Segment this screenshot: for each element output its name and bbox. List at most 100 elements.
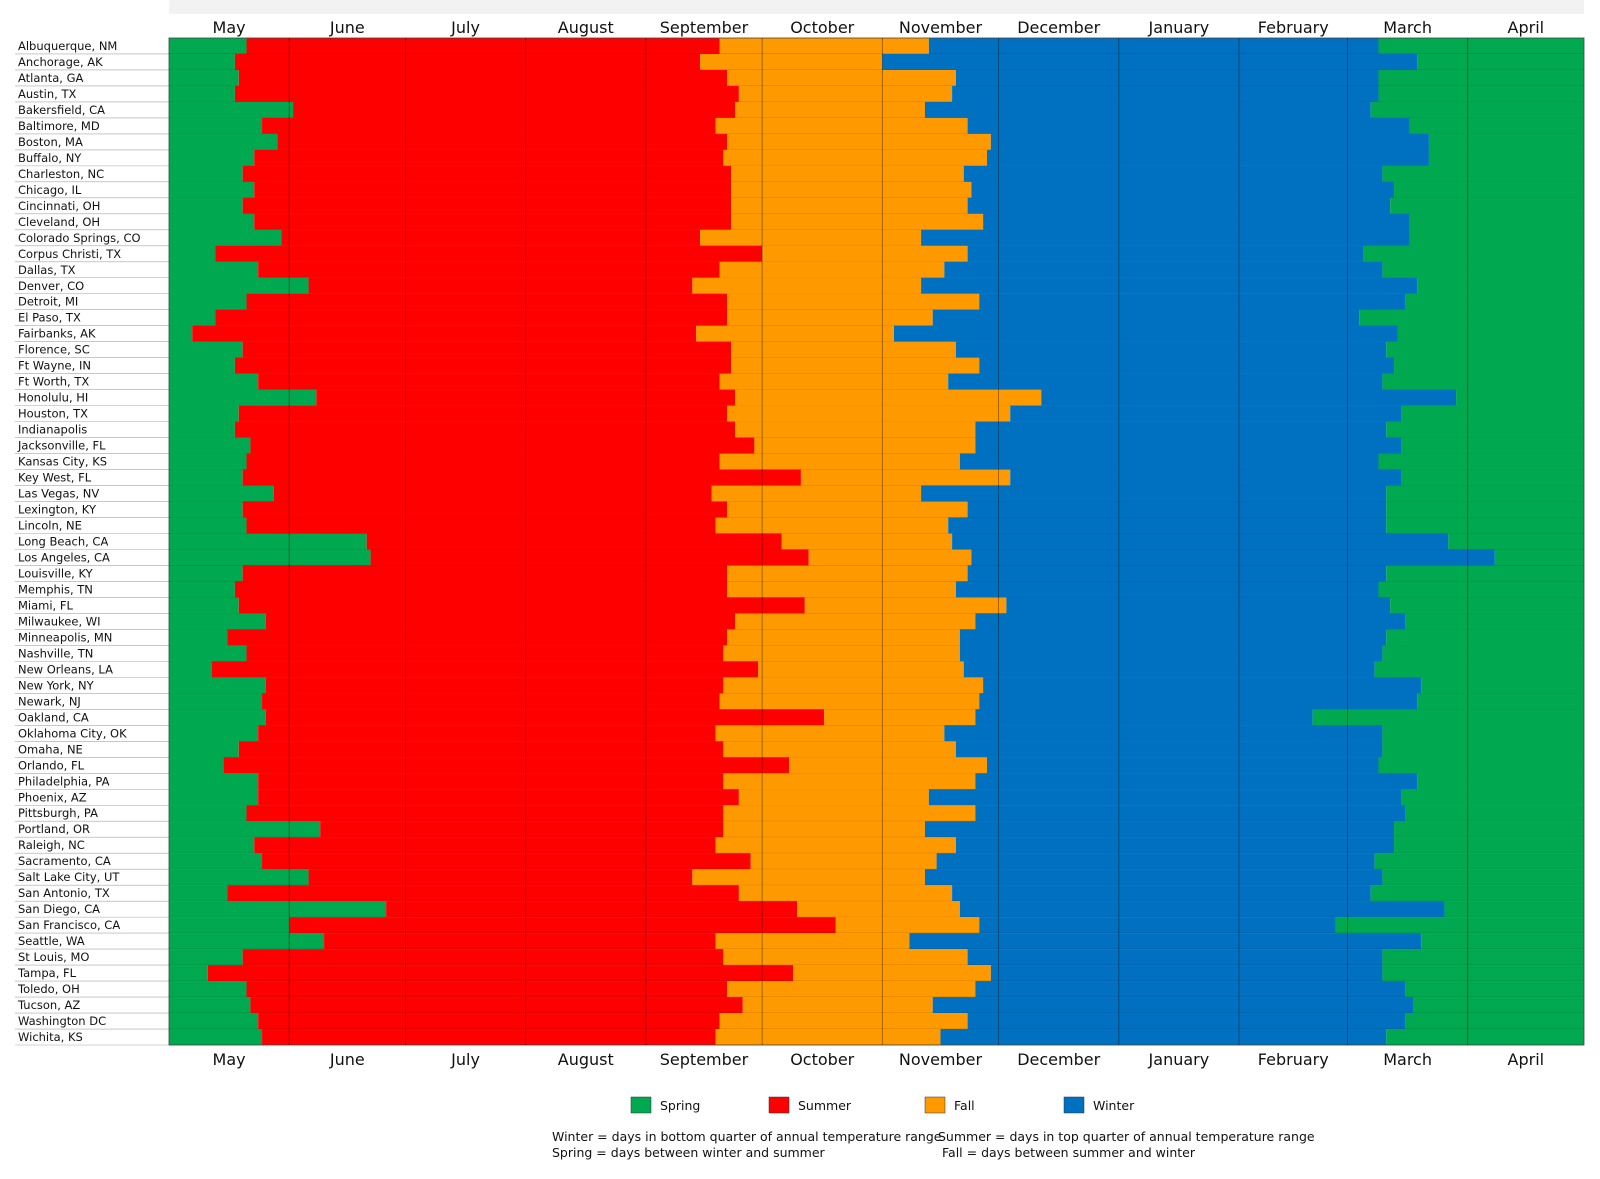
city-label: San Francisco, CA xyxy=(18,918,120,932)
summer-bar xyxy=(258,725,716,742)
city-label: Lexington, KY xyxy=(18,503,97,517)
month-label: February xyxy=(1258,1050,1329,1069)
winter-bar xyxy=(928,38,1379,54)
month-label: September xyxy=(660,1050,749,1069)
spring-bar xyxy=(1382,373,1584,390)
city-row xyxy=(15,197,1584,215)
spring-bar xyxy=(169,949,243,966)
summer-bar xyxy=(308,869,693,886)
legend-swatch xyxy=(1063,1096,1085,1114)
spring-bar xyxy=(1335,917,1584,934)
month-label: April xyxy=(1508,18,1545,37)
fall-bar xyxy=(731,197,968,214)
spring-bar xyxy=(169,53,235,70)
winter-bar xyxy=(909,933,1422,950)
month-label: March xyxy=(1383,1050,1432,1069)
city-label: Cleveland, OH xyxy=(18,215,100,229)
city-row xyxy=(15,533,1584,550)
summer-bar xyxy=(223,757,790,774)
spring-bar xyxy=(169,485,274,502)
fall-bar xyxy=(824,709,976,726)
spring-bar xyxy=(169,133,278,150)
city-row xyxy=(15,693,1584,710)
city-row xyxy=(15,245,1584,263)
fall-bar xyxy=(804,597,1007,614)
city-label: Washington DC xyxy=(18,1014,106,1028)
summer-bar xyxy=(234,581,728,598)
city-label: Tampa, FL xyxy=(17,966,77,980)
month-labels-bottom: May June July August September October Novembe… xyxy=(213,1050,1545,1069)
summer-bar xyxy=(246,293,728,310)
city-label: Denver, CO xyxy=(18,279,84,293)
spring-bar xyxy=(1382,725,1584,742)
spring-bar xyxy=(1394,837,1584,854)
spring-bar xyxy=(1394,357,1584,374)
month-label: January xyxy=(1148,18,1210,37)
bars-layer xyxy=(15,37,1585,1046)
city-label: Detroit, MI xyxy=(18,295,78,309)
summer-bar xyxy=(254,181,732,198)
summer-bar xyxy=(308,277,693,294)
fall-bar xyxy=(800,469,1011,486)
summer-bar xyxy=(324,933,716,950)
fall-bar xyxy=(700,53,883,70)
month-label: August xyxy=(558,18,614,37)
summer-bar xyxy=(246,805,724,822)
fall-bar xyxy=(727,405,1011,422)
spring-bar xyxy=(169,117,263,134)
summer-bar xyxy=(250,997,743,1014)
spring-bar xyxy=(1363,245,1584,262)
summer-bar xyxy=(211,661,759,678)
city-label: Memphis, TN xyxy=(18,582,93,596)
city-label: Ft Wayne, IN xyxy=(18,359,91,373)
fall-bar xyxy=(738,789,929,806)
city-row xyxy=(15,661,1584,678)
city-row xyxy=(15,85,1584,103)
spring-bar xyxy=(169,533,367,550)
spring-bar xyxy=(169,389,317,406)
winter-bar xyxy=(952,885,1371,902)
city-row xyxy=(15,821,1584,838)
city-row xyxy=(15,469,1584,486)
summer-bar xyxy=(273,485,712,502)
city-row xyxy=(15,709,1584,726)
spring-bar xyxy=(1382,869,1584,886)
winter-bar xyxy=(959,453,1379,470)
month-label: February xyxy=(1258,18,1329,37)
winter-bar xyxy=(975,437,1402,454)
spring-bar xyxy=(169,933,325,950)
city-label: Oakland, CA xyxy=(18,710,89,724)
summer-bar xyxy=(258,373,720,390)
city-row xyxy=(15,549,1584,566)
summer-bar xyxy=(242,469,801,486)
city-row xyxy=(15,629,1584,646)
summer-bar xyxy=(293,101,735,118)
winter-bar xyxy=(975,613,1406,630)
summer-bar xyxy=(246,38,720,54)
city-row xyxy=(15,853,1584,870)
city-label: Chicago, IL xyxy=(18,183,82,197)
note-winter: Winter = days in bottom quarter of annua… xyxy=(552,1129,942,1144)
legend-item: Summer xyxy=(768,1096,852,1114)
winter-bar xyxy=(967,197,1391,214)
spring-bar xyxy=(1390,197,1584,214)
month-label: July xyxy=(450,18,480,37)
city-label: El Paso, TX xyxy=(18,311,81,325)
fall-bar xyxy=(692,869,925,886)
city-row xyxy=(15,917,1584,934)
spring-bar xyxy=(1382,965,1584,982)
legend-label: Winter xyxy=(1093,1098,1135,1113)
spring-bar xyxy=(169,981,247,998)
legend-label: Summer xyxy=(798,1098,852,1113)
month-label: November xyxy=(899,18,983,37)
summer-bar xyxy=(242,197,732,214)
spring-bar xyxy=(169,293,247,310)
winter-bar xyxy=(948,373,1383,390)
winter-bar xyxy=(990,965,1383,982)
month-label: June xyxy=(329,18,365,37)
fall-bar xyxy=(727,581,956,598)
spring-bar xyxy=(169,789,259,806)
fall-bar xyxy=(727,309,933,326)
legend-item: Spring xyxy=(630,1096,700,1114)
winter-bar xyxy=(967,245,1364,262)
